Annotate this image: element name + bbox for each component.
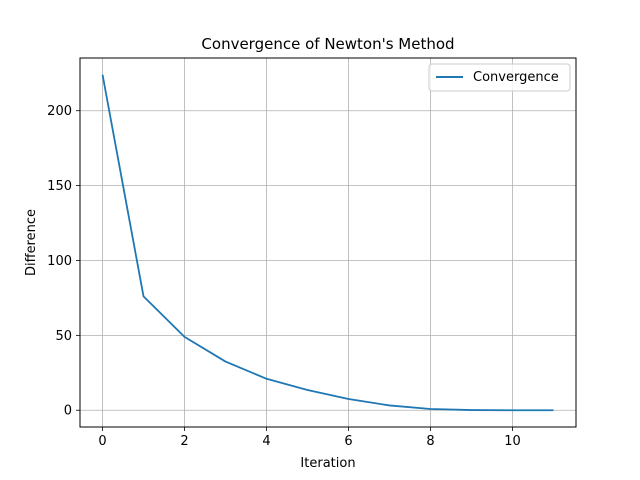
- series-layer: [101, 74, 554, 412]
- x-tick-label: 10: [504, 434, 521, 449]
- x-tick-label: 2: [180, 434, 188, 449]
- y-axis-label: Difference: [24, 209, 39, 276]
- y-tick-label: 0: [64, 404, 72, 419]
- y-tick-label: 100: [47, 254, 72, 269]
- x-tick-label: 6: [344, 434, 352, 449]
- y-tick-label: 200: [47, 104, 72, 119]
- grid: [80, 58, 576, 427]
- legend-box: [428, 63, 571, 92]
- x-tick-label: 8: [426, 434, 434, 449]
- x-axis-label: Iteration: [300, 456, 355, 471]
- series-line-convergence: [101, 74, 554, 412]
- x-tick-label: 0: [98, 434, 106, 449]
- x-tick-label: 4: [262, 434, 270, 449]
- legend-label: Convergence: [473, 70, 559, 85]
- plot-area-frame: [79, 57, 577, 428]
- legend: Convergence: [428, 63, 571, 92]
- y-tick-label: 150: [47, 179, 72, 194]
- chart-title: Convergence of Newton's Method: [201, 35, 454, 53]
- y-tick-label: 50: [55, 329, 72, 344]
